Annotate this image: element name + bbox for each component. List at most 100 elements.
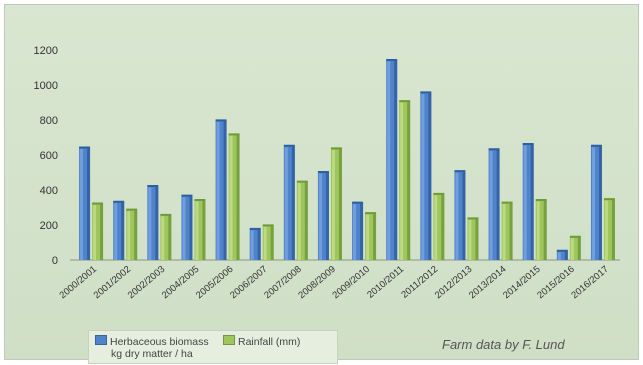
bar-shade [360,203,364,260]
bar-top [522,143,534,145]
bar-highlight [523,145,527,260]
bar-top [194,199,206,201]
bar-rainfall [467,217,479,260]
bar-rainfall [92,202,104,260]
x-tick-label: 2010/2011 [365,264,406,301]
bar-top [454,170,466,173]
bar-highlight [421,93,425,260]
bar-shade [577,237,581,260]
bar-top [352,201,364,204]
bar-highlight [604,200,608,260]
bar-shade [236,134,240,260]
bar-highlight [434,195,438,260]
bar-biomass-face [283,146,295,260]
bar-highlight [536,201,540,260]
bar-top [92,202,104,205]
bar-top [317,171,329,173]
bar-shade [611,199,615,260]
bar-biomass-face [386,60,398,260]
legend-item-rainfall: Rainfall (mm) [223,335,300,348]
bar-highlight [161,216,165,260]
bar-biomass-face [590,146,602,260]
bar-rainfall-face [467,218,479,260]
bar-biomass-face [317,172,329,260]
legend-swatch-biomass [95,335,107,345]
bar-top [365,212,377,215]
bar-biomass [454,170,466,260]
chart-annotation: Farm data by F. Lund [442,337,565,352]
bar-rainfall [330,147,342,260]
bar-rainfall [535,199,547,260]
bar-rainfall [296,180,308,260]
legend-label-biomass-line1: Herbaceous biomass [110,336,209,348]
bar-shade [223,120,227,260]
bar-highlight [216,121,220,260]
bar-rainfall-face [92,204,104,260]
bar-highlight [80,149,84,260]
bar-shade [291,146,295,260]
bar-rainfall-face [433,194,445,260]
bar-rainfall-face [501,203,513,260]
bar-highlight [148,187,152,260]
bar-highlight [229,135,233,260]
bar-rainfall [228,133,240,260]
y-tick-label: 0 [52,255,58,267]
bar-highlight [195,201,199,260]
bar-top [399,100,411,103]
bar-shade [257,229,261,260]
bar-shade [509,203,513,260]
bar-biomass [181,194,193,260]
bar-top [501,201,513,204]
bar-shade [394,60,398,260]
bar-biomass [215,119,227,260]
bar-top [569,235,581,238]
bar-top [228,133,240,136]
bar-shade [304,182,308,260]
bar-shade [475,218,479,260]
bar-highlight [366,214,370,260]
bar-biomass [249,227,261,260]
bar-biomass-face [488,149,500,260]
bar-top [433,192,445,195]
bar-biomass [113,200,125,260]
x-tick-label: 2009/2010 [331,264,372,301]
bar-rainfall [262,224,274,260]
y-tick-label: 1200 [34,45,58,57]
bar-highlight [182,197,186,260]
bar-rainfall [603,198,615,260]
bar-highlight [250,230,254,260]
bar-rainfall-face [296,182,308,260]
bar-highlight [297,183,301,260]
y-tick-label: 1000 [34,80,58,92]
bars [79,59,615,260]
y-tick-label: 800 [40,115,58,127]
bar-shade [496,149,500,260]
bar-biomass-face [181,196,193,260]
bar-top [160,213,172,216]
bar-top [330,147,342,150]
bar-highlight [127,211,131,260]
bar-biomass [488,148,500,260]
bar-rainfall-face [194,200,206,260]
bar-shade [189,196,193,260]
bar-highlight [502,204,506,260]
bar-top [420,91,432,94]
bar-shade [100,204,104,260]
bar-top [262,224,274,227]
bar-rainfall-face [228,134,240,260]
bar-top [283,144,295,147]
bar-shade [168,215,172,260]
bar-top [249,227,261,230]
bar-highlight [318,173,322,260]
bar-shade [87,148,91,260]
bar-rainfall-face [330,148,342,260]
bar-top [296,180,308,183]
bar-rainfall [569,235,581,260]
bar-biomass-face [79,148,91,260]
x-tick-label: 2016/2017 [569,264,610,301]
legend-item-biomass: Herbaceous biomass kg dry matter / ha [95,335,209,360]
bar-shade [407,101,411,260]
bar-top [603,198,615,201]
